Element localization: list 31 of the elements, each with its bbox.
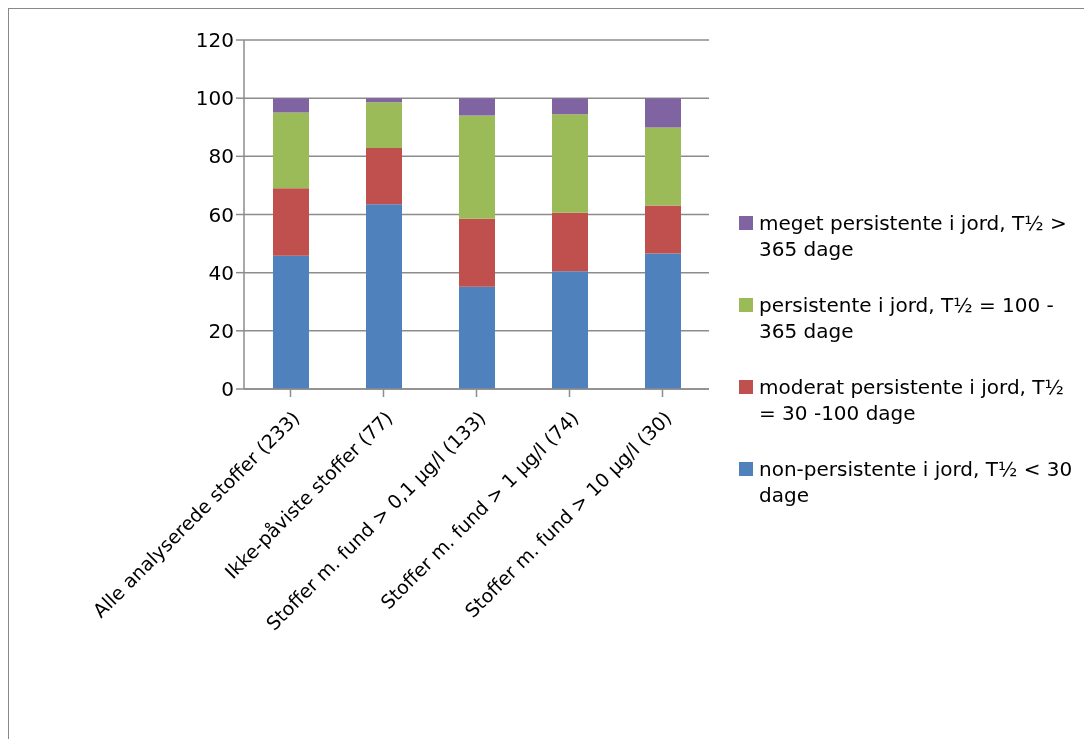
y-tick-label: 60 xyxy=(208,202,234,227)
bar xyxy=(366,204,402,389)
bar xyxy=(273,188,309,256)
y-tick-label: 20 xyxy=(208,318,234,343)
bar xyxy=(273,98,309,113)
y-tick-label: 80 xyxy=(208,144,234,169)
legend-label: persistente i jord, T½ = 100 - 365 dage xyxy=(759,292,1055,344)
bar xyxy=(645,253,681,389)
bar xyxy=(273,255,309,389)
bar xyxy=(645,127,681,206)
legend-label: moderat persistente i jord, T½ = 30 -100 dage xyxy=(759,374,1065,426)
y-tick-label: 0 xyxy=(221,377,234,402)
bar xyxy=(459,286,495,389)
bar xyxy=(645,205,681,254)
bar xyxy=(645,98,681,128)
bar xyxy=(552,271,588,389)
bar xyxy=(552,212,588,272)
y-tick-label: 100 xyxy=(195,86,234,111)
bar xyxy=(273,112,309,189)
y-tick-label: 120 xyxy=(195,28,234,53)
y-tick-label: 40 xyxy=(208,260,234,285)
bar xyxy=(366,102,402,148)
bar xyxy=(366,147,402,205)
bar xyxy=(459,218,495,287)
legend-label: meget persistente i jord, T½ > 365 dage xyxy=(759,210,1068,262)
bar xyxy=(459,98,495,116)
bar xyxy=(366,98,402,103)
bar xyxy=(552,98,588,115)
bar xyxy=(459,115,495,219)
bar xyxy=(552,114,588,213)
legend-label: non-persistente i jord, T½ < 30 dage xyxy=(759,456,1074,508)
